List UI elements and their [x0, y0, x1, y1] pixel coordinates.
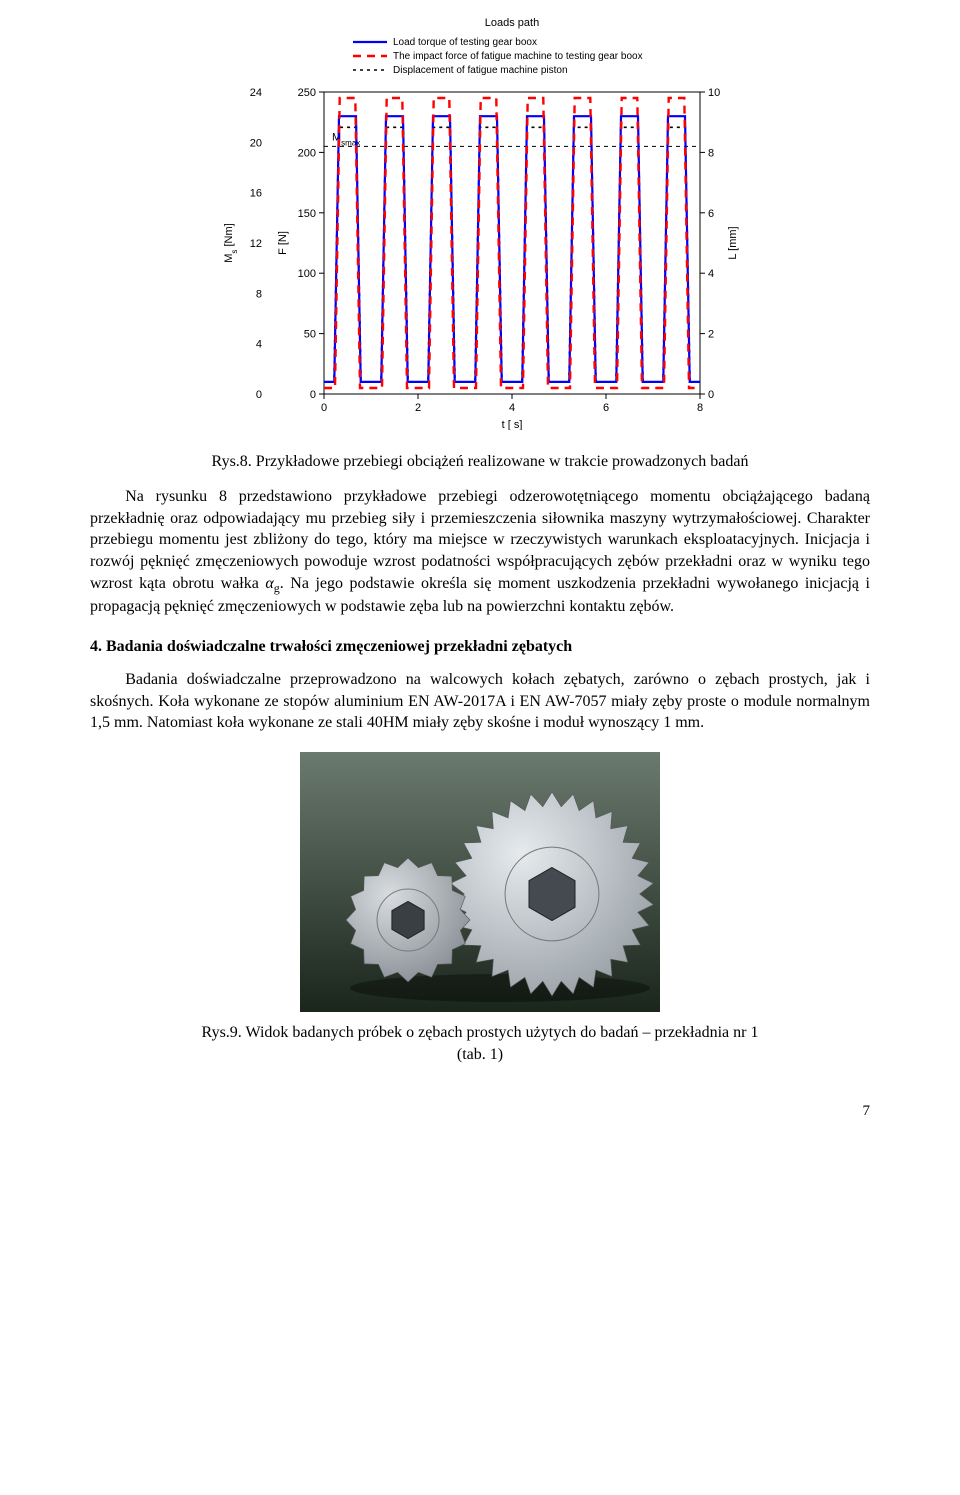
svg-text:8: 8	[256, 288, 262, 300]
svg-text:2: 2	[415, 402, 421, 414]
svg-text:L [mm]: L [mm]	[727, 226, 739, 259]
svg-text:0: 0	[256, 389, 262, 401]
svg-text:8: 8	[697, 402, 703, 414]
svg-text:0: 0	[310, 389, 316, 401]
paragraph-2: Badania doświadczalne przeprowadzono na …	[90, 669, 870, 734]
svg-text:50: 50	[304, 329, 316, 341]
svg-text:Loads path: Loads path	[485, 17, 539, 29]
svg-text:12: 12	[250, 238, 262, 250]
chart-svg: Loads path Load torque of testing gear bo…	[200, 10, 760, 430]
svg-text:6: 6	[708, 208, 714, 220]
svg-text:0: 0	[708, 389, 714, 401]
svg-text:Load torque of testing gear bo: Load torque of testing gear boox	[393, 37, 537, 48]
gear-photo	[300, 752, 660, 1012]
svg-text:The impact force of fatigue ma: The impact force of fatigue machine to t…	[393, 51, 643, 62]
svg-text:24: 24	[250, 87, 262, 99]
svg-text:8: 8	[708, 147, 714, 159]
section4-title: 4. Badania doświadczalne trwałości zmęcz…	[90, 638, 572, 655]
svg-text:16: 16	[250, 188, 262, 200]
svg-text:4: 4	[708, 268, 714, 280]
svg-text:20: 20	[250, 137, 262, 149]
loads-path-chart: Loads path Load torque of testing gear bo…	[200, 10, 760, 437]
svg-text:Displacement of fatigue machin: Displacement of fatigue machine piston	[393, 65, 568, 76]
para2-text: Badania doświadczalne przeprowadzono na …	[90, 671, 870, 731]
para1-alpha: α	[265, 575, 273, 592]
svg-text:100: 100	[298, 268, 316, 280]
svg-text:10: 10	[708, 87, 720, 99]
page-number: 7	[90, 1101, 870, 1121]
fig9-caption-line2: (tab. 1)	[457, 1046, 503, 1063]
svg-text:6: 6	[603, 402, 609, 414]
fig9-caption-line1: Rys.9. Widok badanych próbek o zębach pr…	[202, 1024, 759, 1041]
svg-text:200: 200	[298, 147, 316, 159]
svg-text:F [N]: F [N]	[277, 231, 289, 255]
fig8-caption: Rys.8. Przykładowe przebiegi obciążeń re…	[90, 451, 870, 473]
svg-text:150: 150	[298, 208, 316, 220]
fig9-caption: Rys.9. Widok badanych próbek o zębach pr…	[90, 1022, 870, 1065]
svg-text:0: 0	[321, 402, 327, 414]
section4-heading: 4. Badania doświadczalne trwałości zmęcz…	[90, 636, 870, 658]
svg-text:4: 4	[256, 339, 262, 351]
svg-text:250: 250	[298, 87, 316, 99]
svg-text:2: 2	[708, 329, 714, 341]
svg-text:4: 4	[509, 402, 515, 414]
paragraph-1: Na rysunku 8 przedstawiono przykładowe p…	[90, 486, 870, 617]
svg-text:t [ s]: t [ s]	[502, 419, 523, 430]
